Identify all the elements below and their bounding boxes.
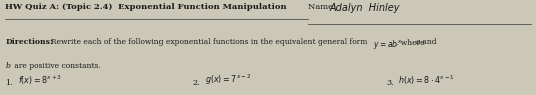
Text: $y=ab^x$: $y=ab^x$ [373, 38, 402, 51]
Text: Name:: Name: [308, 3, 339, 11]
Text: HW Quiz A: (Topic 2.4)  Exponential Function Manipulation: HW Quiz A: (Topic 2.4) Exponential Funct… [5, 3, 287, 11]
Text: b: b [5, 62, 10, 70]
Text: Adalyn  Hinley: Adalyn Hinley [330, 3, 400, 13]
Text: 1.: 1. [5, 79, 13, 87]
Text: Rewrite each of the following exponential functions in the equivalent general fo: Rewrite each of the following exponentia… [46, 38, 369, 46]
Text: a: a [415, 38, 420, 46]
Text: 2.: 2. [193, 79, 200, 87]
Text: 3.: 3. [386, 79, 393, 87]
Text: $f(x)=8^{x+3}$: $f(x)=8^{x+3}$ [18, 74, 62, 87]
Text: and: and [420, 38, 437, 46]
Text: $h(x)=8 \cdot 4^{x-1}$: $h(x)=8 \cdot 4^{x-1}$ [398, 74, 455, 87]
Text: , where: , where [396, 38, 427, 46]
Text: are positive constants.: are positive constants. [12, 62, 101, 70]
Text: Directions:: Directions: [5, 38, 53, 46]
Text: $g(x)=7^{x-2}$: $g(x)=7^{x-2}$ [205, 73, 251, 87]
